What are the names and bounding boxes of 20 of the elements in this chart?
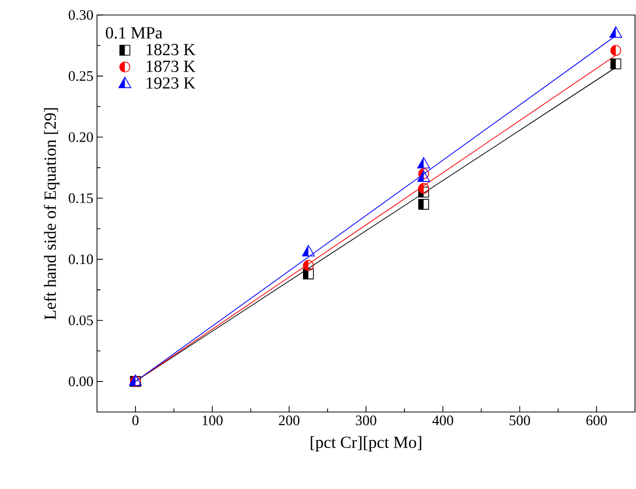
y-axis-title: Left hand side of Equation [29]: [44, 108, 60, 320]
x-tick-label: 400: [432, 416, 454, 426]
x-axis-title: [pct Cr][pct Mo]: [310, 436, 422, 452]
legend-label: 1823 K: [146, 44, 196, 56]
x-tick-label: 0: [132, 416, 138, 426]
x-tick-label: 500: [510, 416, 530, 426]
x-tick-label: 100: [202, 416, 223, 426]
y-tick-label: 0.05: [68, 315, 93, 326]
x-tick-label: 600: [586, 416, 607, 426]
y-tick-label: 0.15: [68, 193, 93, 204]
legend-label: 1873 K: [146, 60, 196, 72]
y-tick-label: 0.10: [68, 254, 93, 264]
y-tick-label: 0.20: [68, 132, 93, 142]
y-tick-label: 0.25: [68, 71, 93, 81]
legend-label: 1923 K: [146, 77, 196, 89]
y-tick-label: 0.00: [68, 376, 93, 386]
legend-title: 0.1 MPa: [106, 27, 162, 39]
y-tick-label: 0.30: [68, 10, 93, 20]
x-tick-label: 200: [278, 416, 300, 426]
x-tick-label: 300: [356, 416, 376, 426]
